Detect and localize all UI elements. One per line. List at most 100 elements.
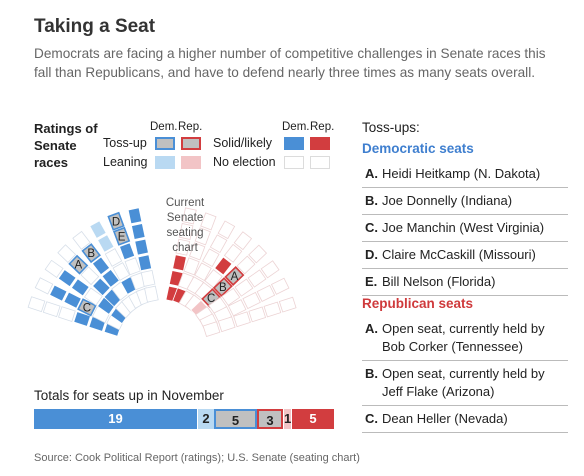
- senate-seat: [140, 269, 156, 287]
- senate-seat: [247, 269, 267, 288]
- bar-segment: 5: [291, 409, 334, 429]
- senate-seat: [104, 248, 123, 267]
- senate-seat: [194, 281, 213, 301]
- tossup-seat-letter: E: [118, 231, 126, 243]
- senate-seat: [91, 306, 111, 324]
- senate-seat: [183, 257, 200, 276]
- seating-chart-label: Current Senate seating chart: [165, 197, 205, 254]
- senate-seat: [49, 284, 68, 302]
- senate-seat: [80, 266, 100, 286]
- list-item: D. Claire McCaskill (Missouri): [362, 242, 568, 269]
- bar-segment: 2: [197, 409, 214, 429]
- tossup-seat-letter: C: [207, 293, 215, 305]
- list-item: B. Joe Donnelly (Indiana): [362, 188, 568, 215]
- senate-seat: [70, 278, 90, 297]
- chart-title: Taking a Seat: [34, 16, 156, 37]
- senate-seat: [260, 260, 280, 279]
- senate-seat: [27, 296, 46, 313]
- senate-seat: [68, 254, 89, 275]
- legend-rep-header-2: Rep.: [310, 121, 335, 133]
- senate-seat: [83, 287, 103, 306]
- legend-leaning-label: Leaning: [103, 155, 148, 169]
- legend-swatch-rep-tossup: [181, 137, 201, 150]
- senate-seat: [263, 301, 282, 318]
- senate-seat: [91, 256, 111, 276]
- source-note: Source: Cook Political Report (ratings);…: [34, 452, 360, 464]
- senate-seat: [217, 220, 236, 240]
- senate-seat: [89, 220, 107, 239]
- senate-seat: [77, 298, 97, 317]
- legend-dem-header: Dem.: [150, 121, 178, 133]
- bar-segment: 1: [283, 409, 291, 429]
- senate-seat: [201, 288, 222, 309]
- list-item: B. Open seat, currently held by Jeff Flak…: [362, 361, 568, 406]
- senate-seat: [223, 243, 243, 263]
- senate-seat: [256, 284, 276, 302]
- senate-seat: [236, 255, 256, 275]
- senate-seat: [101, 268, 120, 288]
- senate-seat: [127, 207, 143, 225]
- senate-seat: [165, 285, 181, 303]
- bar-segment: 3: [257, 409, 283, 429]
- legend-swatch-rep-noelection: [310, 156, 330, 169]
- legend-swatch-dem-solid: [284, 137, 304, 150]
- senate-seat: [97, 234, 115, 253]
- bar-segment: 19: [34, 409, 197, 429]
- senate-seat: [91, 277, 111, 297]
- senate-seat: [118, 242, 136, 261]
- legend-tossup-label: Toss-up: [103, 136, 147, 150]
- legend-noelection-label: No election: [213, 155, 276, 169]
- senate-seat: [57, 269, 77, 288]
- senate-seat: [172, 254, 187, 272]
- senate-seat: [131, 223, 146, 240]
- senate-seat: [107, 211, 125, 231]
- legend-solid-label: Solid/likely: [213, 136, 273, 150]
- senate-seat: [209, 234, 228, 254]
- senate-seat: [224, 266, 245, 286]
- list-item: E. Bill Nelson (Florida): [362, 269, 568, 296]
- senate-seat: [88, 316, 107, 332]
- senate-seat: [234, 278, 254, 297]
- senate-seat: [110, 305, 129, 325]
- list-item: A. Open seat, currently held by Bob Corke…: [362, 316, 568, 361]
- senate-seat: [103, 321, 122, 337]
- senate-seat: [81, 243, 101, 264]
- senate-seat: [130, 272, 147, 291]
- senate-seat: [72, 230, 91, 250]
- senate-seat: [208, 296, 228, 316]
- senate-seat: [172, 287, 189, 306]
- list-item: C. Dean Heller (Nevada): [362, 406, 568, 433]
- senate-seat: [217, 316, 236, 333]
- senate-seat: [128, 290, 146, 309]
- senate-seat: [214, 256, 233, 276]
- senate-seat: [42, 301, 61, 318]
- tossup-seat-letter: C: [83, 302, 91, 314]
- legend-swatch-dem-noelection: [284, 156, 304, 169]
- senate-seat: [177, 272, 195, 291]
- senate-seat: [63, 291, 82, 309]
- senate-seat: [186, 276, 204, 295]
- senate-seat: [248, 306, 267, 323]
- tossup-seat-letter: A: [231, 271, 239, 283]
- tossups-heading: Toss-ups:: [362, 120, 420, 135]
- senate-seat: [204, 269, 223, 289]
- senate-seat: [199, 313, 218, 331]
- democratic-seats-heading: Democratic seats: [362, 141, 474, 156]
- senate-seat: [242, 291, 261, 310]
- senate-seat: [137, 254, 153, 272]
- senate-seat: [190, 299, 210, 319]
- democratic-tossup-list: A. Heidi Heitkamp (N. Dakota) B. Joe Donne…: [362, 161, 568, 296]
- tossup-seat-letter: B: [219, 282, 227, 294]
- totals-title: Totals for seats up in November: [34, 388, 224, 403]
- legend-swatch-dem-leaning: [155, 156, 175, 169]
- senate-seat: [178, 290, 197, 309]
- senate-seat: [233, 311, 251, 328]
- senate-seat: [73, 311, 91, 327]
- senate-seat: [115, 299, 134, 319]
- tossup-seat-letter: A: [74, 260, 82, 272]
- senate-seat: [112, 226, 131, 246]
- senate-seat: [103, 288, 123, 308]
- senate-seat: [106, 313, 125, 331]
- senate-seat: [213, 306, 233, 324]
- senate-seat: [278, 296, 297, 313]
